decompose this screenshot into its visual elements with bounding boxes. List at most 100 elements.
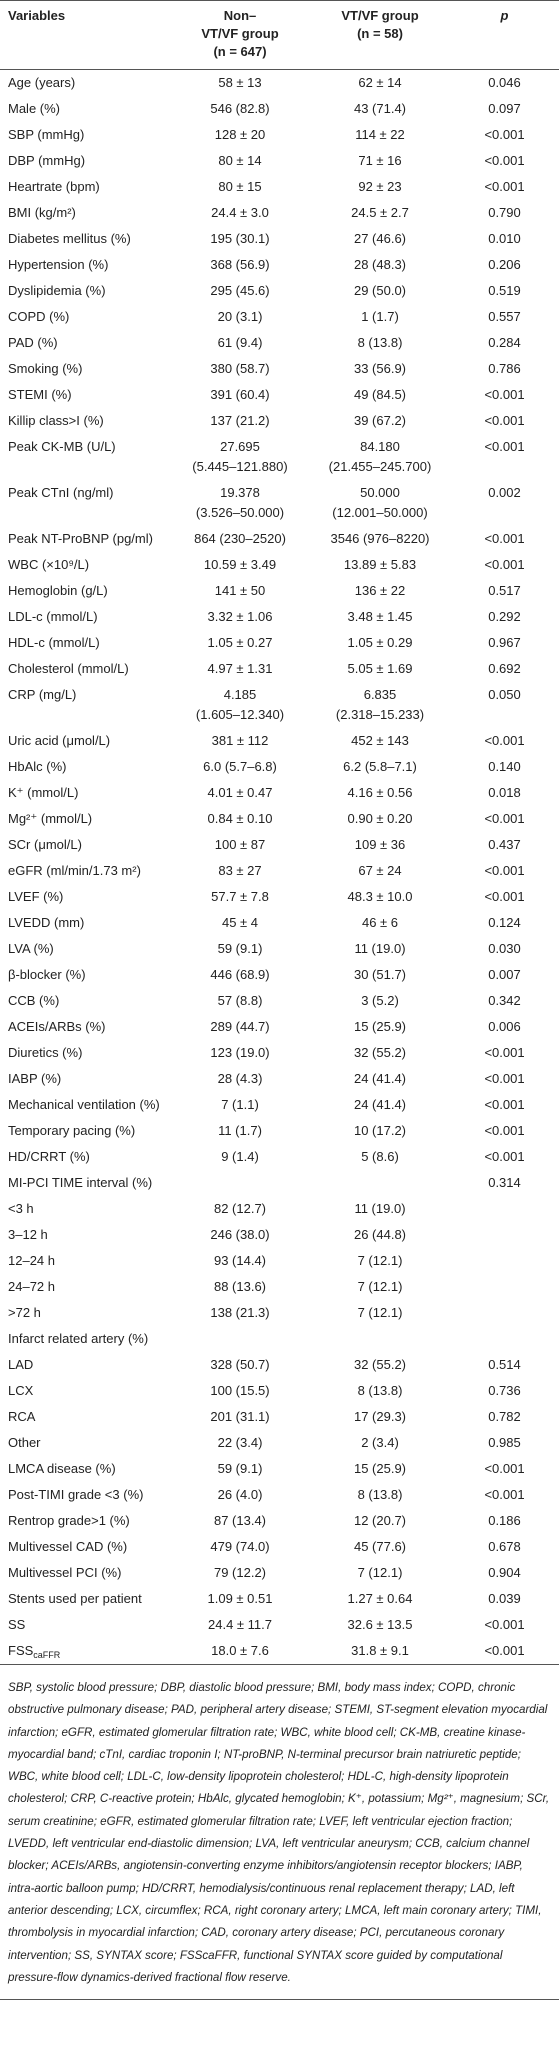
row-label: Heartrate (bpm) — [0, 174, 170, 200]
cell-non: 446 (68.9) — [210, 967, 270, 982]
cell-p: 0.967 — [488, 635, 521, 650]
cell-p: 0.678 — [488, 1539, 521, 1554]
cell-p: 0.030 — [488, 941, 521, 956]
table-row: Post-TIMI grade <3 (%) 26 (4.0) 8 (13.8) <0… — [0, 1482, 559, 1508]
table-row: SBP (mmHg) 128 ± 20 114 ± 22 <0.001 — [0, 122, 559, 148]
label-text: β-blocker (%) — [8, 967, 86, 982]
label-text: 3–12 h — [8, 1227, 48, 1242]
row-label: Multivessel PCI (%) — [0, 1560, 170, 1586]
cell-p: <0.001 — [484, 387, 525, 402]
label-text: Infarct related artery (%) — [8, 1331, 149, 1346]
cell-non: 87 (13.4) — [213, 1513, 267, 1528]
label-text: LCX — [8, 1383, 34, 1398]
table-header: Variables Non– VT/VF group (n = 647) VT/VF g… — [0, 0, 559, 70]
cell-p: 0.786 — [488, 361, 521, 376]
table-row: >72 h 138 (21.3) 7 (12.1) — [0, 1300, 559, 1326]
cell-vt: 39 (67.2) — [353, 413, 407, 428]
cell-non: 368 (56.9) — [210, 257, 270, 272]
cell-non: 57.7 ± 7.8 — [211, 889, 269, 904]
label-text: eGFR (ml/min/1.73 m²) — [8, 863, 141, 878]
cell-non — [170, 1170, 310, 1196]
cell-p: <0.001 — [484, 811, 525, 826]
label-text: Cholesterol (mmol/L) — [8, 661, 129, 676]
cell-vt: 8 (13.8) — [357, 335, 403, 350]
cell-p — [450, 1222, 559, 1248]
label-text: HDL-c (mmol/L) — [8, 635, 100, 650]
cell-non: 6.0 (5.7–6.8) — [203, 759, 277, 774]
cell-non: 100 ± 87 — [214, 837, 266, 852]
label-text: Temporary pacing (%) — [8, 1123, 136, 1138]
table-body: Age (years) 58 ± 13 62 ± 14 0.046 Male (%) 54… — [0, 70, 559, 1665]
label-subscript: caFFR — [33, 1650, 61, 1660]
table-row: LVEDD (mm) 45 ± 4 46 ± 6 0.124 — [0, 910, 559, 936]
label-text: IABP (%) — [8, 1071, 62, 1086]
cell-vt: 15 (25.9) — [353, 1019, 407, 1034]
cell-p: <0.001 — [484, 153, 525, 168]
cell-p — [450, 1300, 559, 1326]
label-text: Multivessel PCI (%) — [8, 1565, 122, 1580]
table-row: COPD (%) 20 (3.1) 1 (1.7) 0.557 — [0, 304, 559, 330]
cell-vt: 11 (19.0) — [354, 1201, 406, 1216]
label-text: STEMI (%) — [8, 387, 72, 402]
cell-p: <0.001 — [484, 1071, 525, 1086]
cell-vt: 26 (44.8) — [353, 1227, 407, 1242]
cell-p: 0.514 — [488, 1357, 521, 1372]
cell-p: 0.206 — [488, 257, 521, 272]
table-row: LDL-c (mmol/L) 3.32 ± 1.06 3.48 ± 1.45 0.29… — [0, 604, 559, 630]
cell-p: <0.001 — [484, 413, 525, 428]
cell-p: <0.001 — [484, 1643, 525, 1658]
label-text: Uric acid (μmol/L) — [8, 733, 111, 748]
label-text: Multivessel CAD (%) — [8, 1539, 128, 1554]
row-label: BMI (kg/m²) — [0, 200, 170, 226]
row-label: Temporary pacing (%) — [0, 1118, 170, 1144]
cell-non: 246 (38.0) — [210, 1227, 270, 1242]
row-label: Peak CTnI (ng/ml) — [0, 480, 170, 526]
row-label: Hemoglobin (g/L) — [0, 578, 170, 604]
table-row: Hemoglobin (g/L) 141 ± 50 136 ± 22 0.517 — [0, 578, 559, 604]
cell-vt: 5.05 ± 1.69 — [347, 661, 413, 676]
row-label: Male (%) — [0, 96, 170, 122]
table-row: CCB (%) 57 (8.8) 3 (5.2) 0.342 — [0, 988, 559, 1014]
cell-p: 0.437 — [488, 837, 521, 852]
cell-non: 201 (31.1) — [210, 1409, 270, 1424]
table-row: FSScaFFR 18.0 ± 7.6 31.8 ± 9.1 <0.001 — [0, 1638, 559, 1665]
cell-p: 0.284 — [488, 335, 521, 350]
header-line: VT/VF group — [201, 26, 279, 41]
label-text: <3 h — [8, 1201, 34, 1216]
row-label: HD/CRRT (%) — [0, 1144, 170, 1170]
cell-non: 4.01 ± 0.47 — [207, 785, 273, 800]
cell-p: 0.002 — [488, 485, 521, 500]
table-row: Dyslipidemia (%) 295 (45.6) 29 (50.0) 0.519 — [0, 278, 559, 304]
cell-non: 141 ± 50 — [214, 583, 266, 598]
table-row: PAD (%) 61 (9.4) 8 (13.8) 0.284 — [0, 330, 559, 356]
table-row: STEMI (%) 391 (60.4) 49 (84.5) <0.001 — [0, 382, 559, 408]
cell-p: <0.001 — [484, 531, 525, 546]
cell-vt: 92 ± 23 — [358, 179, 402, 194]
row-label: 3–12 h — [0, 1222, 170, 1248]
cell-vt: 49 (84.5) — [353, 387, 407, 402]
cell-non: 4.185 (1.605–12.340) — [195, 687, 285, 722]
table-row: LMCA disease (%) 59 (9.1) 15 (25.9) <0.001 — [0, 1456, 559, 1482]
row-label: LAD — [0, 1352, 170, 1378]
cell-non: 19.378 (3.526–50.000) — [195, 485, 285, 520]
cell-non: 328 (50.7) — [210, 1357, 270, 1372]
cell-p: 0.124 — [488, 915, 521, 930]
table-row: RCA 201 (31.1) 17 (29.3) 0.782 — [0, 1404, 559, 1430]
table-row: Diabetes mellitus (%) 195 (30.1) 27 (46.6)… — [0, 226, 559, 252]
cell-vt: 3 (5.2) — [361, 993, 399, 1008]
cell-p: <0.001 — [484, 1097, 525, 1112]
cell-p: 0.557 — [488, 309, 521, 324]
cell-p — [450, 1196, 559, 1222]
label-text: HD/CRRT (%) — [8, 1149, 90, 1164]
cell-vt: 11 (19.0) — [354, 941, 406, 956]
label-text: Diabetes mellitus (%) — [8, 231, 131, 246]
table-row: 12–24 h 93 (14.4) 7 (12.1) — [0, 1248, 559, 1274]
table-row: SS 24.4 ± 11.7 32.6 ± 13.5 <0.001 — [0, 1612, 559, 1638]
row-label: Peak CK-MB (U/L) — [0, 434, 170, 480]
cell-non: 82 (12.7) — [213, 1201, 267, 1216]
label-text: Age (years) — [8, 75, 76, 90]
table-row: LVA (%) 59 (9.1) 11 (19.0) 0.030 — [0, 936, 559, 962]
row-label: MI-PCI TIME interval (%) — [0, 1170, 170, 1196]
label-text: Mechanical ventilation (%) — [8, 1097, 160, 1112]
